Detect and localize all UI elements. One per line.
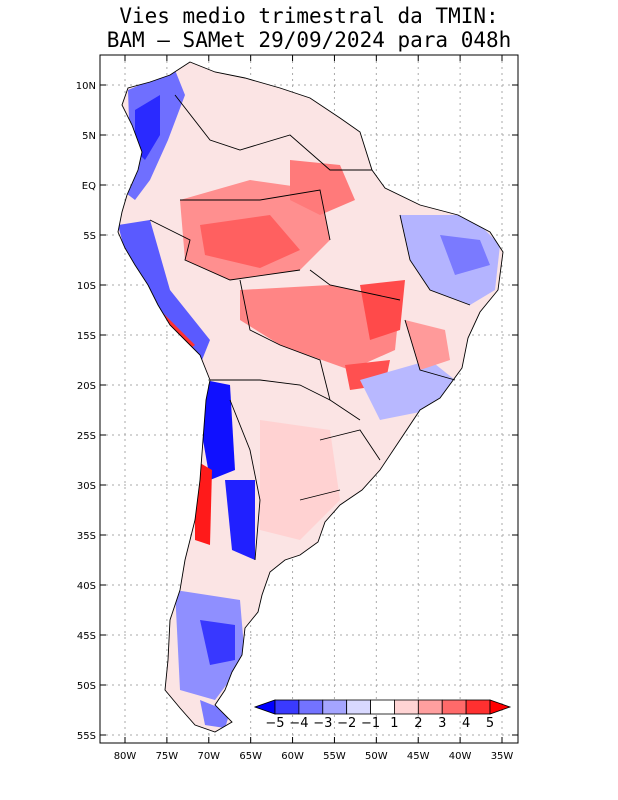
lon-tick-label: 40W [449,751,472,762]
lat-tick-label: 5N [82,131,96,142]
colorbar-label: −2 [337,716,356,731]
lon-tick-label: 70W [197,751,220,762]
map-title-line2: BAM – SAMet 29/09/2024 para 048h [106,28,512,52]
lat-tick-label: 30S [77,481,96,492]
colorbar-box [298,699,324,715]
colorbar-label: −1 [361,716,380,731]
map-title-line1: Vies medio trimestral da TMIN: [119,4,499,28]
colorbar-box [417,699,443,715]
colorbar-box [394,699,419,715]
colorbar-box [274,699,300,715]
colorbar-label: −3 [313,716,332,731]
lon-tick-label: 60W [281,751,304,762]
colorbar-box [346,699,371,715]
lon-tick-label: 55W [323,751,346,762]
lon-tick-label: 35W [491,751,514,762]
lat-tick-label: 15S [77,331,96,342]
lat-tick-label: EQ [82,181,96,192]
colorbar-label: −4 [289,716,308,731]
lat-tick-label: 40S [77,581,96,592]
colorbar-box [322,699,348,715]
lat-tick-label: 35S [77,531,96,542]
lat-tick-label: 50S [77,681,96,692]
lat-tick-label: 10S [77,281,96,292]
colorbar-label: 4 [462,716,470,731]
lon-tick-label: 75W [156,751,179,762]
colorbar-box [370,699,395,715]
colorbar-label: 2 [414,716,422,731]
lon-tick-label: 45W [407,751,430,762]
colorbar-label: −5 [265,716,284,731]
colorbar-label: 3 [438,716,446,731]
colorbar: −5 −4 −3 −2 −1 1 2 3 4 5 [253,699,512,731]
colorbar-label: 5 [486,716,494,731]
lat-tick-label: 20S [77,381,96,392]
lon-tick-label: 65W [239,751,262,762]
lon-tick-label: 80W [114,751,137,762]
lon-tick-label: 50W [365,751,388,762]
lat-tick-label: 5S [83,231,96,242]
lat-tick-label: 55S [77,731,96,742]
colorbar-box [441,699,467,715]
colorbar-right-arrow [489,699,512,715]
latitude-axis: 10N 5N EQ 5S 10S 15S 20S 25S 30S 35S 40S 45S 50S 55S [76,81,518,742]
lat-tick-label: 25S [77,431,96,442]
colorbar-box [465,699,491,715]
colorbar-label: 1 [390,716,398,731]
lat-tick-label: 45S [77,631,96,642]
lat-tick-label: 10N [76,81,96,92]
longitude-axis: 80W 75W 70W 65W 60W 55W 50W 45W 40W 35W [114,55,514,762]
boundaries [117,61,504,733]
